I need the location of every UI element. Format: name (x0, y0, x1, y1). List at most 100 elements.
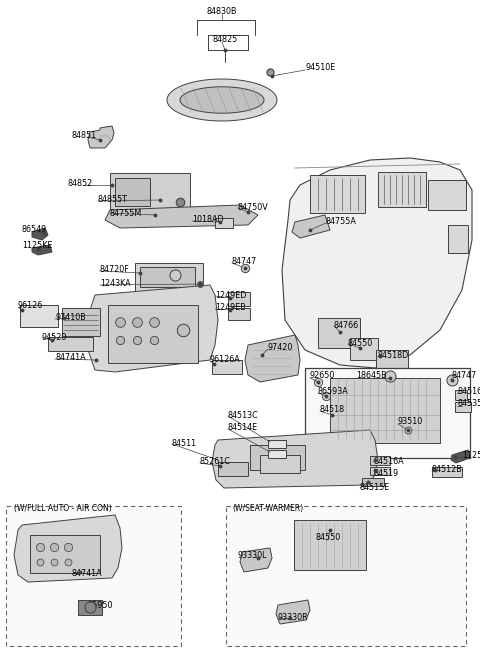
Bar (376, 350, 408, 368)
Text: 84516A: 84516A (374, 457, 405, 465)
Text: 1018AD: 1018AD (192, 216, 224, 224)
Bar (362, 478, 384, 486)
Text: 84825: 84825 (212, 35, 238, 44)
Bar (294, 520, 366, 570)
Text: 96126A: 96126A (210, 355, 241, 365)
Polygon shape (88, 126, 114, 148)
Text: 86593A: 86593A (318, 388, 349, 396)
Text: 84511: 84511 (172, 438, 197, 448)
Text: 84514E: 84514E (228, 424, 258, 432)
Text: 84512B: 84512B (432, 465, 463, 475)
Text: 95950: 95950 (88, 602, 113, 610)
Text: 84851: 84851 (72, 131, 97, 139)
Text: 84747: 84747 (232, 258, 257, 266)
Bar (30, 535, 100, 573)
Bar (318, 318, 360, 348)
Text: 84766: 84766 (334, 321, 359, 329)
Text: 1243KA: 1243KA (100, 280, 131, 288)
Bar (212, 360, 242, 374)
Polygon shape (212, 430, 378, 488)
Bar (135, 263, 203, 293)
Bar (250, 445, 305, 470)
Text: 84855T: 84855T (98, 195, 128, 205)
Bar (6, 506, 181, 646)
Text: 1125GB: 1125GB (462, 450, 480, 459)
Text: 96126: 96126 (18, 301, 43, 309)
Polygon shape (245, 335, 300, 382)
Text: 93330R: 93330R (278, 612, 309, 622)
Text: 93330L: 93330L (238, 550, 267, 560)
Text: 94520: 94520 (42, 333, 67, 341)
Text: 84755A: 84755A (326, 218, 357, 226)
Bar (78, 600, 102, 615)
Text: 84720F: 84720F (100, 266, 130, 274)
Bar (370, 456, 390, 465)
Bar (432, 467, 462, 477)
Text: 97410B: 97410B (55, 313, 86, 323)
Text: 94510E: 94510E (305, 64, 335, 72)
Bar (226, 506, 466, 646)
Bar (268, 440, 286, 448)
Polygon shape (451, 450, 470, 463)
Text: 84516C: 84516C (457, 386, 480, 396)
Bar (310, 175, 365, 213)
Bar (378, 172, 426, 207)
Text: 86549: 86549 (22, 226, 47, 234)
Bar (62, 308, 100, 336)
Polygon shape (88, 285, 218, 372)
Text: 84741A: 84741A (55, 353, 85, 363)
Polygon shape (32, 245, 52, 255)
Text: 84852: 84852 (68, 179, 93, 187)
Text: 84518: 84518 (320, 406, 345, 414)
Text: 1249EB: 1249EB (215, 303, 246, 313)
Text: 1125KE: 1125KE (22, 242, 52, 250)
Text: 84550: 84550 (315, 533, 341, 542)
Text: 84550: 84550 (348, 339, 373, 347)
Text: 84513C: 84513C (228, 410, 259, 420)
Text: 92650: 92650 (310, 371, 336, 380)
Polygon shape (292, 215, 330, 238)
Text: 84515E: 84515E (360, 483, 390, 491)
Bar (268, 450, 286, 458)
Polygon shape (32, 228, 48, 240)
Bar (110, 173, 190, 213)
Polygon shape (167, 79, 277, 121)
Polygon shape (105, 205, 258, 228)
Text: 84741A: 84741A (72, 568, 103, 578)
Bar (305, 368, 470, 458)
Bar (228, 292, 250, 306)
Text: 18645B: 18645B (356, 371, 386, 380)
Text: 84750V: 84750V (238, 203, 269, 212)
Text: 93510: 93510 (398, 418, 423, 426)
Bar (140, 267, 195, 287)
Bar (448, 225, 468, 253)
Bar (455, 390, 467, 400)
Bar (20, 305, 58, 327)
Text: 84519: 84519 (374, 469, 399, 479)
Polygon shape (240, 548, 272, 572)
Bar (370, 467, 390, 475)
Text: 1249ED: 1249ED (215, 291, 246, 299)
Text: 85261C: 85261C (200, 457, 231, 467)
Bar (218, 462, 248, 476)
Bar (108, 305, 198, 363)
Text: (W/SEAT-WARMER): (W/SEAT-WARMER) (232, 503, 303, 513)
Bar (260, 455, 300, 473)
Text: (W/FULL AUTO - AIR CON): (W/FULL AUTO - AIR CON) (14, 503, 112, 513)
Bar (428, 180, 466, 210)
Bar (350, 338, 378, 360)
Polygon shape (276, 600, 310, 624)
Bar (48, 337, 93, 351)
Bar (228, 308, 250, 320)
Text: 84830B: 84830B (207, 7, 237, 17)
Text: 97420: 97420 (268, 343, 293, 353)
Bar (455, 402, 471, 412)
Text: 84518D: 84518D (378, 351, 409, 361)
Polygon shape (282, 158, 472, 368)
Polygon shape (180, 87, 264, 113)
Text: 84747: 84747 (451, 371, 476, 380)
Bar (215, 218, 233, 228)
Bar (330, 378, 440, 443)
Bar (115, 178, 150, 206)
Text: 84535A: 84535A (457, 400, 480, 408)
